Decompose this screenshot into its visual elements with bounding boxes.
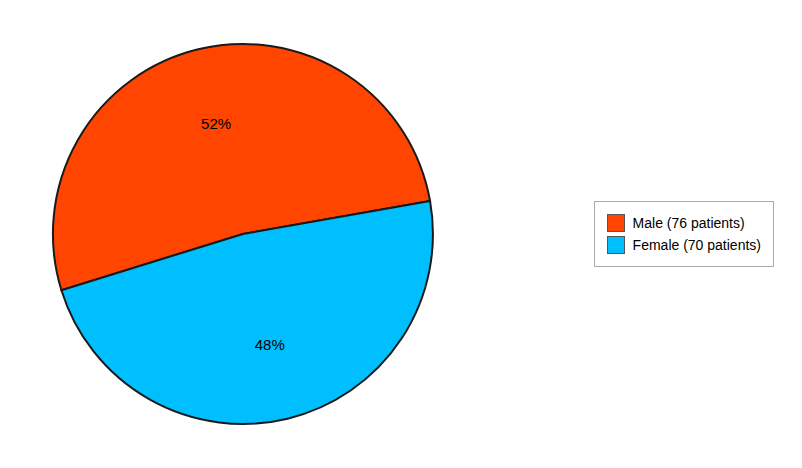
html-text:Female (70 patients): Female (70 patients)	[632, 237, 761, 253]
svg-text:48%: 48%	[255, 336, 285, 353]
html-text:Male (76 patients): Male (76 patients)	[632, 215, 745, 231]
svg-text:52%: 52%	[201, 115, 231, 132]
